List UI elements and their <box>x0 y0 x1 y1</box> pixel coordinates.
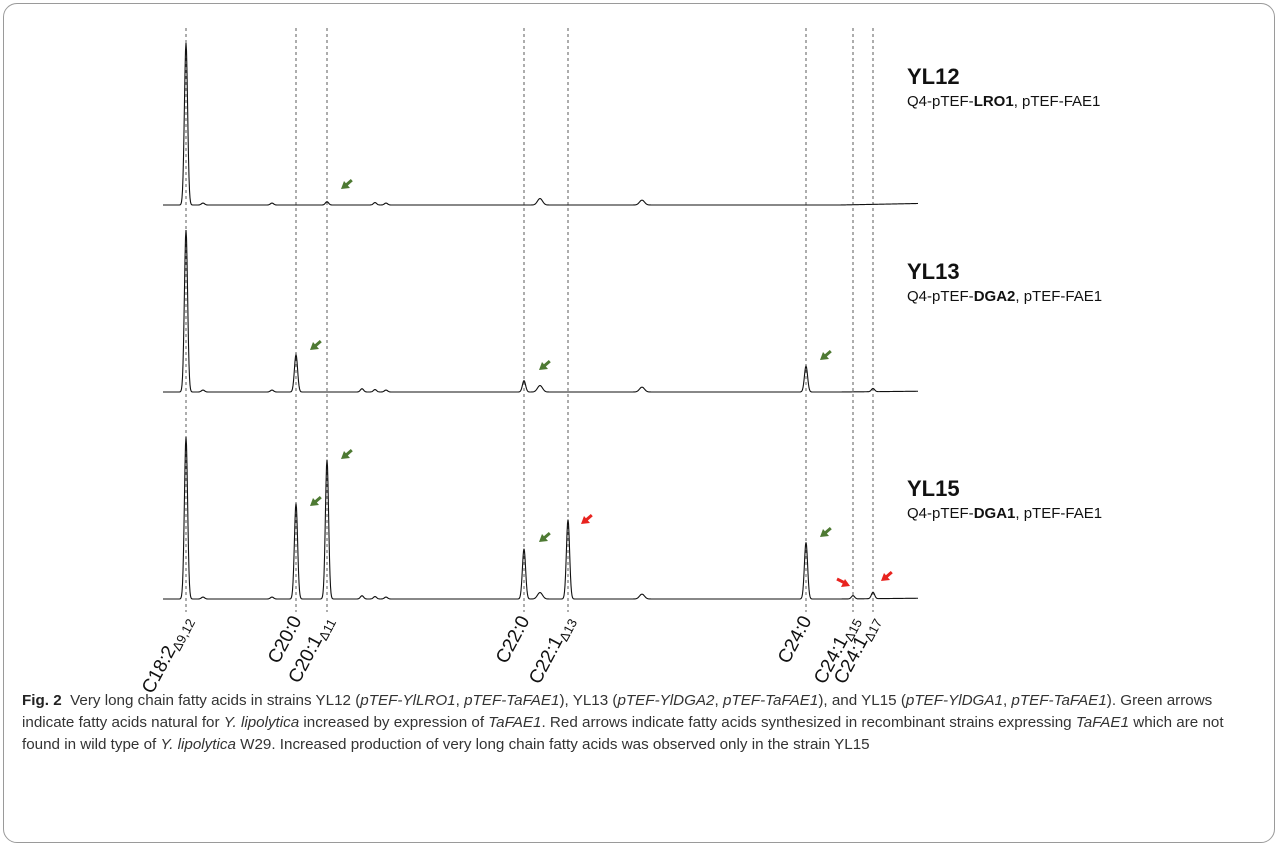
peak-label: C18:2Δ9,12 <box>138 612 198 698</box>
strain-construct-yl15: Q4-pTEF-DGA1, pTEF-FAE1 <box>907 505 1103 522</box>
strain-title-yl13: YL13 <box>907 259 960 284</box>
arrow-head <box>310 342 319 350</box>
caption-fig-number: Fig. 2 <box>22 692 62 709</box>
arrow-head <box>341 181 350 189</box>
arrow-head <box>539 534 548 542</box>
strain-title-yl15: YL15 <box>907 476 960 501</box>
peak-label: C24:0 <box>774 612 816 667</box>
arrow-head <box>820 352 829 360</box>
figure-caption: Fig. 2 Very long chain fatty acids in st… <box>22 692 1224 753</box>
chromatogram-trace-yl12 <box>163 42 919 206</box>
peak-label: C22:0 <box>492 612 534 667</box>
arrow-head <box>539 362 548 370</box>
arrow-head <box>310 498 319 506</box>
figure-frame <box>3 3 1275 843</box>
arrow-head <box>881 573 890 581</box>
chromatogram-trace-yl15 <box>163 436 919 600</box>
arrow-head <box>820 529 829 537</box>
strain-title-yl12: YL12 <box>907 64 960 89</box>
strain-construct-yl12: Q4-pTEF-LRO1, pTEF-FAE1 <box>907 93 1101 110</box>
arrow-head <box>841 579 850 587</box>
strain-construct-yl13: Q4-pTEF-DGA2, pTEF-FAE1 <box>907 288 1103 305</box>
chromatogram-trace-yl13 <box>163 229 919 393</box>
arrow-head <box>581 516 590 524</box>
arrow-head <box>341 451 350 459</box>
